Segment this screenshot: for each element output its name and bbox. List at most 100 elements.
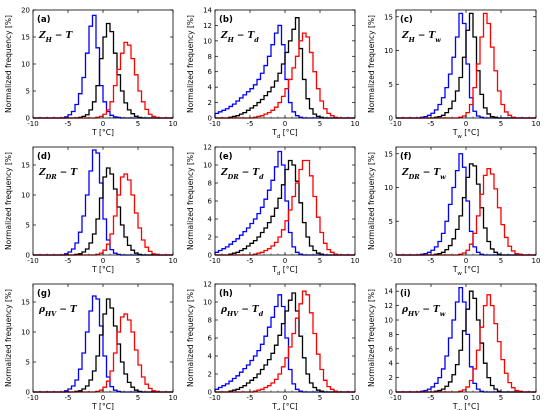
x-tick-label: 10: [351, 120, 360, 128]
y-tick-label: 10: [384, 317, 393, 325]
y-tick-label: 12: [384, 302, 393, 310]
y-tick-label: 15: [21, 34, 30, 42]
y-tick-label: 8: [208, 180, 212, 188]
x-axis-label: Td [°C]: [271, 128, 297, 140]
y-tick-label: 8: [208, 53, 212, 61]
x-tick-label: 0: [101, 394, 105, 402]
panel-h: -10 -5 0 5 10 0 2 4 6 8 10 12 Td [°C] Normalized freq…: [186, 281, 359, 410]
x-tick-label: 10: [169, 120, 178, 128]
y-tick-label: 2: [208, 99, 212, 107]
x-tick-label: -5: [65, 120, 72, 128]
y-tick-label: 2: [208, 371, 212, 379]
y-tick-label: 15: [384, 13, 393, 21]
x-tick-label: 5: [136, 120, 140, 128]
x-tick-label: -10: [390, 120, 401, 128]
series-line: [396, 12, 536, 119]
y-tick-label: 0: [389, 389, 393, 397]
y-tick-label: 10: [21, 329, 30, 337]
panel-letter: (b): [219, 15, 233, 25]
x-tick-label: -10: [390, 394, 401, 402]
panel-letter: (d): [37, 152, 51, 162]
panel-letter: (h): [219, 289, 233, 299]
y-tick-label: 0: [26, 115, 30, 123]
y-tick-label: 14: [384, 288, 393, 296]
panel-a: -10 -5 0 5 10 0 5 10 15 20 T [°C] Normalized freque…: [4, 7, 177, 138]
series-line: [33, 149, 173, 256]
y-axis-label: Normalized frequency [%]: [367, 152, 376, 250]
x-tick-label: 0: [464, 394, 468, 402]
x-tick-label: 10: [532, 120, 541, 128]
x-tick-label: -5: [247, 120, 254, 128]
y-tick-label: 4: [208, 216, 213, 224]
y-tick-label: 12: [203, 281, 212, 289]
panel-title: ρHV − Td: [220, 305, 264, 318]
panel-c: -10 -5 0 5 10 0 5 10 15 Tw [°C] Normalized frequen…: [367, 9, 541, 140]
y-tick-label: 15: [21, 162, 30, 170]
panel-i: -10 -5 0 5 10 0 2 4 6 8 10 12 14 Tw [°C] Normalized fr…: [367, 283, 541, 410]
x-tick-label: 10: [351, 394, 360, 402]
y-tick-label: 6: [208, 198, 213, 206]
y-axis-label: Normalized frequency [%]: [367, 15, 376, 113]
y-tick-label: 0: [208, 252, 212, 260]
x-tick-label: 0: [283, 394, 287, 402]
y-tick-label: 10: [203, 162, 212, 170]
x-tick-label: -10: [27, 257, 38, 265]
x-axis-label: T [°C]: [91, 128, 114, 137]
x-axis-label: T [°C]: [91, 402, 114, 410]
y-tick-label: 5: [389, 218, 393, 226]
x-tick-label: -5: [428, 394, 435, 402]
panel-title: ZH − T: [38, 31, 74, 44]
x-tick-label: -5: [428, 257, 435, 265]
x-tick-label: 0: [101, 120, 105, 128]
panel-letter: (a): [37, 15, 51, 25]
y-tick-label: 2: [208, 234, 212, 242]
x-tick-label: -10: [209, 257, 220, 265]
panel-letter: (c): [400, 15, 413, 25]
y-axis-label: Normalized frequency [%]: [367, 289, 376, 387]
x-tick-label: -10: [209, 120, 220, 128]
x-tick-label: 0: [101, 257, 105, 265]
x-axis-label: Tw [°C]: [452, 128, 479, 140]
panel-f: -10 -5 0 5 10 0 5 10 15 Tw [°C] Normalized frequen…: [367, 146, 540, 277]
x-tick-label: -5: [65, 257, 72, 265]
x-tick-label: 5: [499, 257, 503, 265]
panel-title: ZDR − Tw: [401, 168, 446, 181]
y-tick-label: 12: [203, 144, 212, 152]
panel-title: ZH − Tw: [401, 31, 441, 44]
y-tick-label: 20: [21, 7, 30, 15]
y-tick-label: 0: [26, 252, 30, 260]
panel-title: ZH − Td: [220, 31, 259, 44]
x-tick-label: 10: [169, 394, 178, 402]
x-axis-label: Tw [°C]: [452, 265, 479, 277]
y-tick-label: 8: [208, 317, 212, 325]
plot-frame: [395, 283, 537, 393]
series-line: [396, 286, 536, 393]
y-axis-label: Normalized frequency [%]: [186, 152, 195, 250]
y-tick-label: 0: [389, 252, 393, 260]
y-tick-label: 10: [384, 47, 393, 55]
y-tick-label: 10: [203, 37, 212, 45]
y-tick-label: 15: [384, 150, 393, 158]
panel-b: -10 -5 0 5 10 0 2 4 6 8 10 12 14 Td [°C] Normalized fr…: [186, 7, 359, 141]
x-tick-label: -10: [209, 394, 220, 402]
y-tick-label: 10: [21, 61, 30, 69]
x-tick-label: 5: [136, 257, 140, 265]
series-line: [396, 153, 536, 256]
panel-letter: (i): [400, 289, 411, 299]
x-tick-label: -5: [247, 394, 254, 402]
panel-title: ZDR − T: [38, 168, 78, 181]
y-tick-label: 0: [208, 115, 212, 123]
x-tick-label: 10: [532, 394, 541, 402]
y-tick-label: 0: [389, 115, 393, 123]
series-line: [214, 150, 355, 256]
y-tick-label: 12: [203, 22, 212, 30]
x-tick-label: -10: [390, 257, 401, 265]
x-tick-label: -5: [65, 394, 72, 402]
y-tick-label: 10: [203, 299, 212, 307]
y-axis-label: Normalized frequency [%]: [186, 289, 195, 387]
x-axis-label: Td [°C]: [271, 402, 297, 410]
x-tick-label: 0: [464, 120, 468, 128]
panel-letter: (e): [219, 152, 233, 162]
x-tick-label: -5: [247, 257, 254, 265]
